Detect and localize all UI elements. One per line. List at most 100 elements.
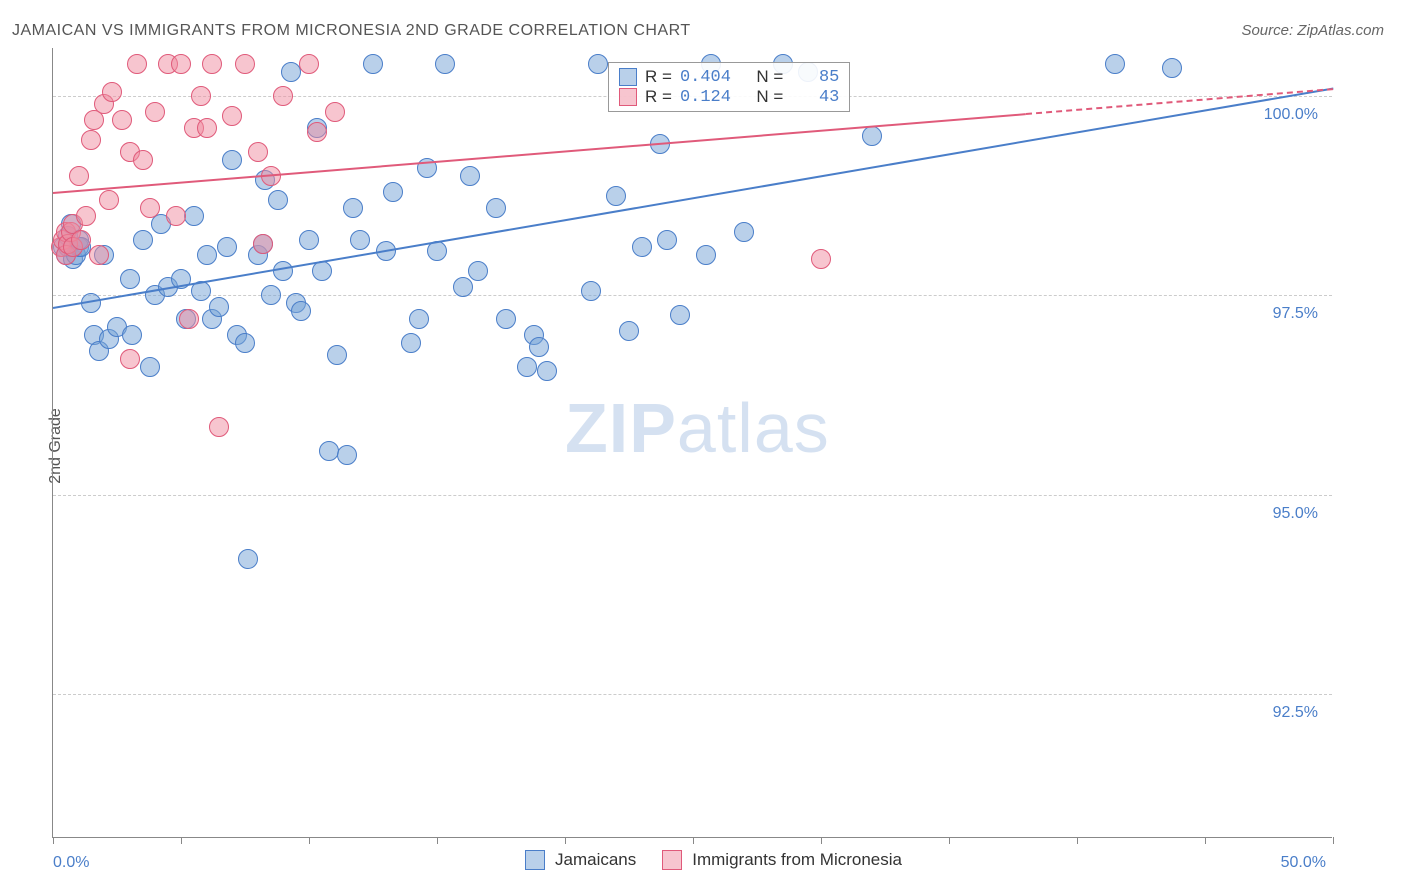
watermark-atlas: atlas <box>677 389 830 467</box>
scatter-point <box>632 237 652 257</box>
x-tick <box>821 837 822 844</box>
stats-legend-row: R =0.124 N =43 <box>619 87 839 107</box>
x-tick <box>437 837 438 844</box>
legend-label: Jamaicans <box>555 850 636 870</box>
scatter-point <box>197 118 217 138</box>
scatter-point <box>427 241 447 261</box>
scatter-point <box>191 86 211 106</box>
scatter-point <box>71 230 91 250</box>
scatter-point <box>140 198 160 218</box>
scatter-point <box>696 245 716 265</box>
x-tick <box>181 837 182 844</box>
stats-legend-row: R =0.404 N =85 <box>619 67 839 87</box>
scatter-point <box>248 142 268 162</box>
stats-r-label: R = <box>645 67 672 87</box>
scatter-point <box>529 337 549 357</box>
scatter-point <box>273 261 293 281</box>
scatter-point <box>486 198 506 218</box>
scatter-point <box>307 122 327 142</box>
scatter-point <box>261 285 281 305</box>
scatter-point <box>102 82 122 102</box>
x-tick <box>53 837 54 844</box>
watermark-zip: ZIP <box>565 389 677 467</box>
legend-swatch <box>619 68 637 86</box>
scatter-point <box>468 261 488 281</box>
scatter-point <box>862 126 882 146</box>
scatter-point <box>222 106 242 126</box>
stats-n-value: 43 <box>791 88 839 107</box>
grid-line <box>53 694 1332 695</box>
scatter-point <box>209 417 229 437</box>
scatter-point <box>383 182 403 202</box>
scatter-point <box>273 86 293 106</box>
scatter-point <box>537 361 557 381</box>
scatter-point <box>409 309 429 329</box>
scatter-point <box>81 130 101 150</box>
legend-label: Immigrants from Micronesia <box>692 850 902 870</box>
legend-swatch <box>525 850 545 870</box>
stats-r-label: R = <box>645 87 672 107</box>
scatter-point <box>99 190 119 210</box>
scatter-point <box>325 102 345 122</box>
x-tick-label: 50.0% <box>1281 854 1326 872</box>
trend-line <box>53 88 1333 309</box>
scatter-point <box>122 325 142 345</box>
scatter-point <box>670 305 690 325</box>
source-label: Source: ZipAtlas.com <box>1241 22 1384 39</box>
scatter-point <box>588 54 608 74</box>
watermark: ZIPatlas <box>565 388 830 468</box>
scatter-point <box>496 309 516 329</box>
stats-n-value: 85 <box>791 68 839 87</box>
legend-swatch <box>662 850 682 870</box>
stats-n-label: N = <box>756 87 783 107</box>
x-tick <box>1205 837 1206 844</box>
scatter-point <box>209 297 229 317</box>
x-tick <box>1333 837 1334 844</box>
grid-line <box>53 495 1332 496</box>
scatter-point <box>734 222 754 242</box>
scatter-point <box>184 206 204 226</box>
y-tick-label: 95.0% <box>1273 505 1318 523</box>
scatter-point <box>89 245 109 265</box>
scatter-point <box>127 54 147 74</box>
scatter-point <box>657 230 677 250</box>
plot-area: ZIPatlas 92.5%95.0%97.5%100.0%0.0%50.0%R… <box>52 48 1332 838</box>
scatter-point <box>363 54 383 74</box>
scatter-point <box>120 349 140 369</box>
scatter-point <box>202 54 222 74</box>
x-tick <box>693 837 694 844</box>
scatter-point <box>120 269 140 289</box>
scatter-point <box>112 110 132 130</box>
scatter-point <box>253 234 273 254</box>
scatter-point <box>319 441 339 461</box>
scatter-point <box>291 301 311 321</box>
scatter-point <box>299 54 319 74</box>
scatter-point <box>222 150 242 170</box>
scatter-point <box>312 261 332 281</box>
x-tick <box>309 837 310 844</box>
stats-r-value: 0.404 <box>680 68 731 87</box>
legend-swatch <box>619 88 637 106</box>
scatter-point <box>460 166 480 186</box>
scatter-point <box>619 321 639 341</box>
scatter-point <box>453 277 473 297</box>
scatter-point <box>581 281 601 301</box>
x-tick-label: 0.0% <box>53 854 89 872</box>
series-legend: Jamaicans Immigrants from Micronesia <box>525 850 918 870</box>
scatter-point <box>299 230 319 250</box>
y-tick-label: 92.5% <box>1273 704 1318 722</box>
scatter-point <box>217 237 237 257</box>
x-tick <box>1077 837 1078 844</box>
scatter-point <box>133 230 153 250</box>
grid-line <box>53 295 1332 296</box>
x-tick <box>949 837 950 844</box>
correlation-chart: JAMAICAN VS IMMIGRANTS FROM MICRONESIA 2… <box>0 0 1406 892</box>
scatter-point <box>166 206 186 226</box>
stats-legend: R =0.404 N =85R =0.124 N =43 <box>608 62 850 112</box>
scatter-point <box>327 345 347 365</box>
scatter-point <box>69 166 89 186</box>
scatter-point <box>235 54 255 74</box>
scatter-point <box>133 150 153 170</box>
scatter-point <box>606 186 626 206</box>
scatter-point <box>145 102 165 122</box>
